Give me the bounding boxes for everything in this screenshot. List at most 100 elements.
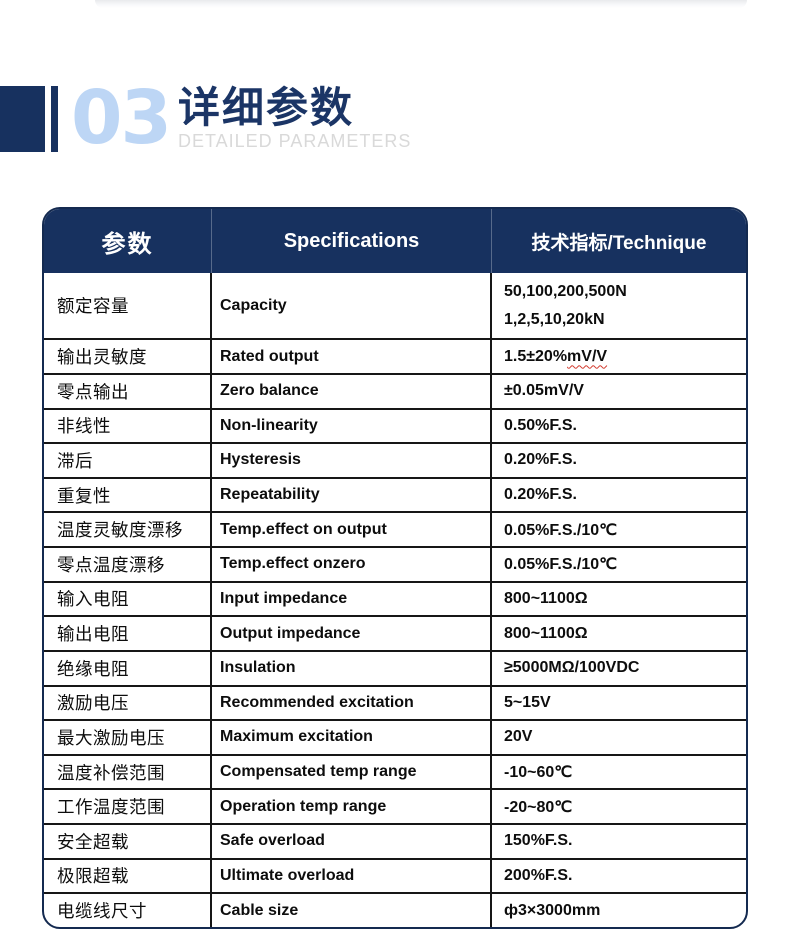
row-spec-en: Hysteresis bbox=[212, 444, 492, 477]
spec-table: 参数 Specifications 技术指标/Technique 额定容量 Cap… bbox=[42, 207, 748, 929]
row-value-text: ф3×3000mm bbox=[504, 901, 601, 919]
row-value: 0.50%F.S. bbox=[492, 410, 746, 443]
row-value-text: 20V bbox=[504, 728, 533, 746]
row-param-cn: 工作温度范围 bbox=[44, 790, 212, 824]
row-spec-en: Input impedance bbox=[212, 582, 492, 616]
row-spec-en: Capacity bbox=[212, 273, 492, 339]
row-value-text: 0.05%F.S./10℃ bbox=[504, 556, 618, 574]
row-value-line: 50,100,200,500N bbox=[504, 282, 627, 300]
row-spec-en: Compensated temp range bbox=[212, 755, 492, 789]
row-value: 200%F.S. bbox=[492, 860, 746, 893]
header-col-spec: Specifications bbox=[212, 209, 492, 273]
row-value: 150%F.S. bbox=[492, 825, 746, 858]
header-col-value: 技术指标/Technique bbox=[531, 232, 707, 254]
table-row: 工作温度范围 Operation temp range -20~80℃ bbox=[44, 788, 746, 824]
row-spec-en: Repeatability bbox=[212, 478, 492, 512]
row-value-text: ≥5000MΩ/100VDC bbox=[504, 659, 640, 677]
row-spec-en: Zero balance bbox=[212, 374, 492, 408]
row-value-text: 800~1100Ω bbox=[504, 589, 588, 607]
row-value: -10~60℃ bbox=[492, 756, 746, 789]
row-value-text: 800~1100Ω bbox=[504, 624, 588, 642]
table-row: 安全超载 Safe overload 150%F.S. bbox=[44, 823, 746, 858]
row-value-text: ±0.05mV/V bbox=[504, 382, 584, 400]
section-title: 详细参数 bbox=[177, 84, 354, 131]
table-row: 非线性 Non-linearity 0.50%F.S. bbox=[44, 407, 746, 443]
row-value: 5~15V bbox=[492, 687, 746, 720]
header-accent-bar bbox=[51, 86, 58, 152]
row-param-cn: 输出电阻 bbox=[44, 617, 212, 650]
row-param-cn: 重复性 bbox=[44, 478, 212, 512]
row-value: ≥5000MΩ/100VDC bbox=[492, 652, 746, 685]
row-value: 50,100,200,500N 1,2,5,10,20kN bbox=[492, 273, 746, 338]
row-value: 20V bbox=[492, 721, 746, 754]
row-value: 0.05%F.S./10℃ bbox=[492, 513, 746, 546]
previous-card-bottom-edge bbox=[95, 0, 747, 8]
row-value: 0.20%F.S. bbox=[492, 479, 746, 512]
section-number: 03 bbox=[71, 75, 172, 161]
row-value: -20~80℃ bbox=[492, 790, 746, 823]
row-spec-en: Temp.effect on output bbox=[212, 513, 492, 547]
spec-table-header: 参数 Specifications 技术指标/Technique bbox=[44, 209, 746, 273]
row-spec-en: Operation temp range bbox=[212, 790, 492, 824]
row-spec-en: Rated output bbox=[212, 340, 492, 373]
row-param-cn: 电缆线尺寸 bbox=[44, 894, 212, 927]
row-param-cn: 输出灵敏度 bbox=[44, 340, 212, 373]
header-col-param: 参数 bbox=[44, 209, 212, 273]
row-spec-en: Cable size bbox=[212, 894, 492, 927]
table-row: 温度灵敏度漂移 Temp.effect on output 0.05%F.S./10… bbox=[44, 511, 746, 547]
row-value-text: -20~80℃ bbox=[504, 798, 573, 816]
row-spec-en: Temp.effect onzero bbox=[212, 548, 492, 581]
row-param-cn: 温度补偿范围 bbox=[44, 755, 212, 789]
table-row: 温度补偿范围 Compensated temp range -10~60℃ bbox=[44, 753, 746, 789]
row-param-cn: 绝缘电阻 bbox=[44, 651, 212, 685]
row-param-cn: 温度灵敏度漂移 bbox=[44, 513, 212, 547]
row-param-cn: 输入电阻 bbox=[44, 582, 212, 616]
section-header: 03 详细参数 DETAILED PARAMETERS bbox=[0, 75, 411, 161]
row-value-text: 200%F.S. bbox=[504, 866, 573, 884]
table-row: 极限超载 Ultimate overload 200%F.S. bbox=[44, 857, 746, 893]
row-value: ±0.05mV/V bbox=[492, 375, 746, 408]
table-body: 额定容量 Capacity 50,100,200,500N 1,2,5,10,20kN… bbox=[44, 273, 746, 927]
row-value-text: 5~15V bbox=[504, 693, 551, 711]
row-param-cn: 零点输出 bbox=[44, 374, 212, 408]
table-row: 零点输出 Zero balance ±0.05mV/V bbox=[44, 372, 746, 408]
table-row: 激励电压 Recommended excitation 5~15V bbox=[44, 684, 746, 720]
table-row: 零点温度漂移 Temp.effect onzero 0.05%F.S./10℃ bbox=[44, 546, 746, 581]
row-value-spellcheck-wavy: mV/V bbox=[567, 347, 608, 365]
table-row: 额定容量 Capacity 50,100,200,500N 1,2,5,10,20kN bbox=[44, 273, 746, 339]
row-spec-en: Safe overload bbox=[212, 825, 492, 858]
row-value: 800~1100Ω bbox=[492, 617, 746, 650]
row-param-cn: 滞后 bbox=[44, 444, 212, 477]
row-spec-en: Insulation bbox=[212, 651, 492, 685]
table-row: 重复性 Repeatability 0.20%F.S. bbox=[44, 476, 746, 512]
table-row: 最大激励电压 Maximum excitation 20V bbox=[44, 719, 746, 754]
row-value-text: 0.05%F.S./10℃ bbox=[504, 521, 618, 539]
row-value-text: 0.20%F.S. bbox=[504, 451, 577, 469]
row-value: 0.05%F.S./10℃ bbox=[492, 548, 746, 581]
row-param-cn: 零点温度漂移 bbox=[44, 548, 212, 581]
row-value: 0.20%F.S. bbox=[492, 444, 746, 477]
table-row: 输入电阻 Input impedance 800~1100Ω bbox=[44, 580, 746, 616]
row-value: ф3×3000mm bbox=[492, 894, 746, 927]
row-spec-en: Ultimate overload bbox=[212, 859, 492, 893]
row-value: 1.5±20% mV/V bbox=[492, 340, 746, 373]
row-value-text: 0.20%F.S. bbox=[504, 486, 577, 504]
row-spec-en: Maximum excitation bbox=[212, 721, 492, 754]
section-titles: 详细参数 DETAILED PARAMETERS bbox=[178, 86, 411, 152]
row-value-text: 1.5±20% bbox=[504, 347, 568, 365]
row-value-text: 150%F.S. bbox=[504, 832, 573, 850]
row-param-cn: 最大激励电压 bbox=[44, 721, 212, 754]
table-row: 绝缘电阻 Insulation ≥5000MΩ/100VDC bbox=[44, 649, 746, 685]
table-row: 输出灵敏度 Rated output 1.5±20% mV/V bbox=[44, 338, 746, 373]
row-param-cn: 激励电压 bbox=[44, 686, 212, 720]
row-value-text: 0.50%F.S. bbox=[504, 416, 577, 434]
row-value-line: 1,2,5,10,20kN bbox=[504, 310, 605, 328]
table-row: 输出电阻 Output impedance 800~1100Ω bbox=[44, 615, 746, 650]
row-param-cn: 安全超载 bbox=[44, 825, 212, 858]
row-param-cn: 极限超载 bbox=[44, 859, 212, 893]
table-row: 滞后 Hysteresis 0.20%F.S. bbox=[44, 442, 746, 477]
row-value-text: -10~60℃ bbox=[504, 764, 573, 782]
row-spec-en: Output impedance bbox=[212, 617, 492, 650]
row-value: 800~1100Ω bbox=[492, 583, 746, 616]
row-spec-en: Recommended excitation bbox=[212, 686, 492, 720]
